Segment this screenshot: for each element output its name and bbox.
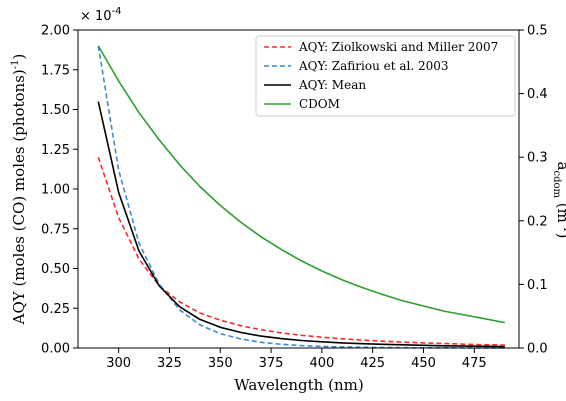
y-right-tick-label: 0.2 <box>527 214 548 229</box>
series-line-2 <box>97 101 505 348</box>
y-multiplier: × 10-4 <box>80 6 122 24</box>
x-tick-label: 300 <box>106 356 131 371</box>
legend-frame <box>255 35 516 117</box>
y-axis-left-title: AQY (moles (CO) moles (photons)-1) <box>10 54 28 326</box>
x-tick-label: 350 <box>208 356 233 371</box>
legend: AQY: Ziolkowski and Miller 2007 AQY: Zafi… <box>255 35 516 117</box>
y-left-tick-label: 0.50 <box>41 262 70 277</box>
x-tick-label: 400 <box>309 356 334 371</box>
y-right-tick-label: 0.3 <box>527 151 548 166</box>
y-axis-right-title: acdom (m-1) <box>551 162 566 239</box>
legend-label-0: AQY: Ziolkowski and Miller 2007 <box>298 40 498 54</box>
y-left-tick-label: 0.00 <box>41 342 70 357</box>
y-right-tick-label: 0.4 <box>527 87 548 102</box>
x-tick-label: 475 <box>462 356 487 371</box>
x-tick-label: 375 <box>259 356 284 371</box>
y-right-tick-label: 0.0 <box>527 342 548 357</box>
y-left-tick-label: 1.25 <box>41 143 70 158</box>
y-right-tick-label: 0.5 <box>527 24 548 39</box>
y-left-tick-label: 0.25 <box>41 302 70 317</box>
series-line-0 <box>97 156 505 346</box>
y-left-tick-label: 1.75 <box>41 63 70 78</box>
legend-label-3: CDOM <box>299 97 340 111</box>
series-line-3 <box>97 45 505 324</box>
x-tick-label: 325 <box>157 356 182 371</box>
y-left-tick-label: 1.00 <box>41 183 70 198</box>
x-tick-label: 450 <box>411 356 436 371</box>
legend-label-1: AQY: Zafiriou et al. 2003 <box>298 59 449 73</box>
y-left-tick-label: 1.50 <box>41 103 70 118</box>
legend-label-2: AQY: Mean <box>298 78 366 92</box>
x-tick-label: 425 <box>360 356 385 371</box>
y-right-tick-label: 0.1 <box>527 278 548 293</box>
y-left-tick-label: 2.00 <box>41 24 70 39</box>
y-left-tick-label: 0.75 <box>41 222 70 237</box>
x-axis-title: Wavelength (nm) <box>234 376 363 394</box>
